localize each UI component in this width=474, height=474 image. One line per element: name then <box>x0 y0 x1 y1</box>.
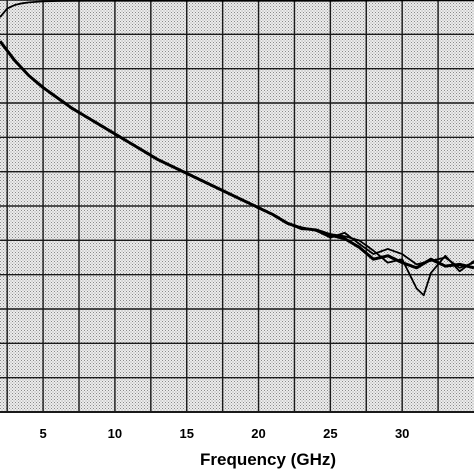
series-line-2 <box>0 40 474 270</box>
x-tick-label: 20 <box>251 426 265 441</box>
x-tick-label: 25 <box>323 426 337 441</box>
x-axis-title: Frequency (GHz) <box>200 450 336 469</box>
x-tick-label: 5 <box>39 426 46 441</box>
series-line-1 <box>0 0 474 18</box>
grid-lines <box>0 0 474 413</box>
x-tick-label: 10 <box>108 426 122 441</box>
series-layer <box>0 0 474 297</box>
x-tick-label: 15 <box>179 426 193 441</box>
x-tick-labels: 5 10 15 20 25 30 <box>39 426 409 441</box>
series-line-4 <box>286 222 474 297</box>
x-tick-label: 30 <box>395 426 409 441</box>
